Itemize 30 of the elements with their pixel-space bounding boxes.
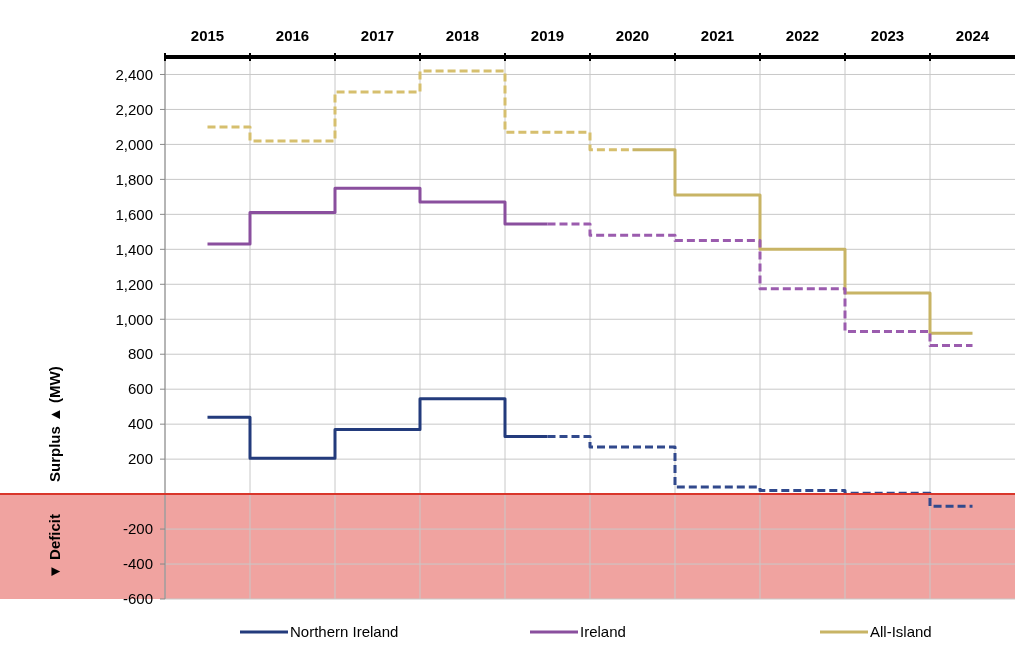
x-tick-label: 2017	[360, 27, 395, 44]
y-tick-label: -200	[122, 520, 153, 538]
x-tick-label: 2019	[530, 27, 565, 44]
x-tick-label: 2015	[190, 27, 225, 44]
y-tick-label: 1,200	[115, 275, 153, 293]
y-tick-label: 400	[127, 415, 153, 433]
y-tick-label: 600	[127, 380, 153, 398]
x-tick-label: 2023	[870, 27, 905, 44]
y-tick-label: 1,800	[115, 170, 153, 188]
y-tick-label: 1,400	[115, 240, 153, 258]
y-tick-label: 2,200	[115, 100, 153, 118]
x-tick-label: 2024	[955, 27, 990, 44]
y-tick-label: 1,600	[115, 205, 153, 223]
x-tick-label: 2016	[275, 27, 310, 44]
y-tick-label: 200	[127, 450, 153, 468]
y-axis-title: Surplus ▲ (MW)	[46, 366, 63, 482]
legend-label: Northern Ireland	[290, 623, 399, 641]
legend-label: Ireland	[580, 623, 626, 641]
y-tick-label: 2,400	[115, 65, 153, 83]
y-tick-label: -400	[122, 555, 153, 573]
legend-label: All-Island	[870, 623, 932, 641]
y-tick-label: 2,000	[115, 135, 153, 153]
y-tick-label: 800	[127, 345, 153, 363]
y-tick-label: -600	[122, 590, 153, 608]
band-label: ▼ Deficit	[46, 514, 63, 579]
x-tick-label: 2020	[615, 27, 650, 44]
x-tick-label: 2022	[785, 27, 820, 44]
y-tick-label: 1,000	[115, 310, 153, 328]
x-tick-label: 2018	[445, 27, 480, 44]
x-tick-label: 2021	[700, 27, 735, 44]
